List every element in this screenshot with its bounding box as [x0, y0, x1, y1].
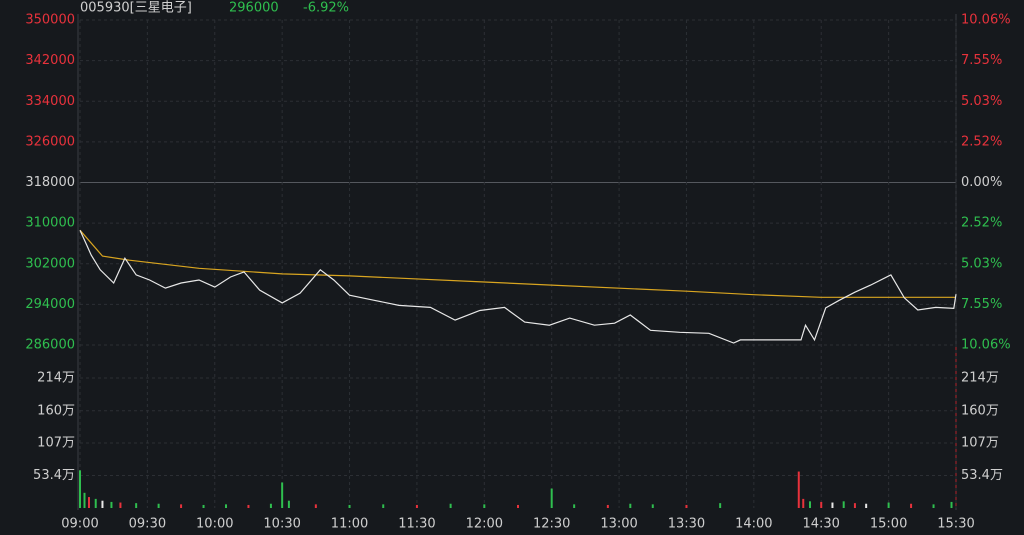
x-tick-label: 09:30 [129, 517, 166, 532]
volume-bar [483, 504, 486, 508]
y-tick-label: 302000 [25, 256, 75, 271]
x-tick-label: 14:30 [802, 517, 839, 532]
volume-bar [101, 500, 104, 508]
volume-bar [79, 470, 81, 508]
volume-tick-label: 214万 [961, 370, 999, 385]
volume-bar [831, 502, 834, 508]
volume-bar [415, 504, 418, 508]
x-tick-label: 15:30 [937, 517, 974, 532]
y-tick-label: 334000 [25, 94, 75, 109]
chart-title: 005930[三星电子] [80, 1, 192, 16]
volume-bar [83, 492, 86, 508]
volume-bar [809, 501, 811, 508]
volume-bar [202, 504, 205, 508]
y2-tick-label: 10.06% [961, 338, 1011, 353]
x-tick-label: 11:00 [331, 517, 368, 532]
volume-bar [887, 502, 890, 508]
volume-bar [842, 501, 845, 508]
volume-tick-label: 160万 [961, 403, 999, 418]
y-tick-label: 326000 [25, 134, 75, 149]
volume-bar [932, 504, 935, 508]
x-tick-label: 13:00 [600, 517, 637, 532]
x-tick-label: 14:00 [735, 517, 772, 532]
volume-tick-label: 53.4万 [33, 468, 75, 483]
y2-tick-label: 2.52% [961, 216, 1002, 231]
y2-tick-label: 5.03% [961, 256, 1002, 271]
x-tick-label: 13:30 [668, 517, 705, 532]
y2-tick-label: 0.00% [961, 175, 1002, 190]
volume-bar [287, 500, 290, 508]
x-tick-label: 12:00 [466, 517, 503, 532]
volume-bar [719, 503, 722, 508]
y-tick-label: 350000 [25, 13, 75, 28]
volume-bar [910, 503, 913, 508]
volume-bar [94, 498, 97, 508]
volume-tick-label: 214万 [37, 370, 75, 385]
y2-tick-label: 2.52% [961, 134, 1002, 149]
x-tick-label: 09:00 [61, 517, 98, 532]
volume-bar [651, 504, 654, 508]
y2-tick-label: 7.55% [961, 53, 1002, 68]
volume-bar [629, 503, 632, 508]
volume-tick-label: 53.4万 [961, 468, 1003, 483]
volume-bar [950, 501, 953, 508]
volume-bar [517, 504, 519, 508]
last-price: 296000 [229, 1, 279, 16]
x-tick-label: 12:30 [533, 517, 570, 532]
volume-bar [550, 488, 553, 508]
volume-bar [853, 503, 856, 508]
y-tick-label: 318000 [25, 175, 75, 190]
volume-bar [606, 504, 609, 508]
volume-bar [135, 503, 138, 508]
y-tick-label: 310000 [25, 216, 75, 231]
volume-bar [119, 502, 122, 508]
volume-bar [573, 504, 576, 508]
y-tick-label: 286000 [25, 338, 75, 353]
y2-tick-label: 10.06% [961, 13, 1011, 28]
volume-bar [865, 503, 868, 508]
volume-bar [382, 504, 385, 508]
change-percent: -6.92% [303, 1, 349, 16]
price-line [79, 229, 957, 344]
x-tick-label: 15:00 [870, 517, 907, 532]
volume-bar [802, 498, 805, 508]
volume-bar [110, 501, 113, 508]
x-tick-label: 10:30 [263, 517, 300, 532]
x-tick-label: 11:30 [398, 517, 435, 532]
volume-bar [348, 504, 351, 508]
volume-bar [247, 504, 250, 508]
volume-bar [281, 482, 284, 508]
volume-bar [820, 501, 823, 508]
volume-bar [314, 504, 317, 508]
volume-bar [269, 503, 272, 508]
volume-tick-label: 107万 [961, 435, 999, 450]
volume-tick-label: 160万 [37, 403, 75, 418]
volume-bar [685, 504, 688, 508]
y-tick-label: 294000 [25, 297, 75, 312]
y2-tick-label: 7.55% [961, 297, 1002, 312]
x-tick-label: 10:00 [196, 517, 233, 532]
volume-bar [449, 503, 452, 508]
volume-bar [157, 503, 160, 508]
y-tick-label: 342000 [25, 53, 75, 68]
volume-bar [225, 504, 227, 508]
volume-bar [87, 497, 90, 508]
average-line [79, 229, 956, 298]
volume-bar [797, 471, 800, 508]
y2-tick-label: 5.03% [961, 94, 1002, 109]
volume-bar [180, 504, 183, 508]
volume-tick-label: 107万 [37, 435, 75, 450]
